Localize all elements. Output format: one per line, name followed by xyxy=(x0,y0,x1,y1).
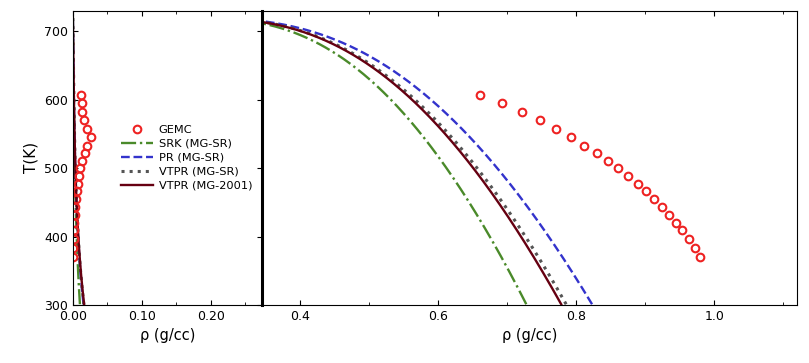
X-axis label: ρ (g/cc): ρ (g/cc) xyxy=(502,329,557,343)
X-axis label: ρ (g/cc): ρ (g/cc) xyxy=(140,329,195,343)
Y-axis label: T(K): T(K) xyxy=(23,142,38,174)
Legend: GEMC, SRK (MG-SR), PR (MG-SR), VTPR (MG-SR), VTPR (MG-2001): GEMC, SRK (MG-SR), PR (MG-SR), VTPR (MG-… xyxy=(116,121,256,195)
